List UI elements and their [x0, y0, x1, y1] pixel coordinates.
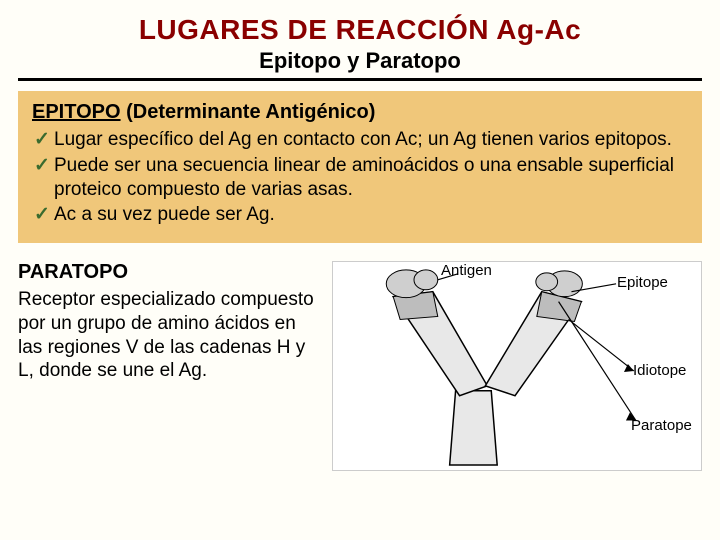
- epitopo-paren: (Determinante Antigénico): [121, 101, 376, 123]
- label-paratope: Paratope: [631, 417, 692, 434]
- epitopo-box: EPITOPO (Determinante Antigénico) ✓Lugar…: [18, 91, 702, 243]
- antibody-diagram: Antigen Epitope Idiotope Paratope: [332, 261, 702, 471]
- epitopo-bullets: ✓Lugar específico del Ag en contacto con…: [32, 128, 688, 227]
- paratopo-block: PARATOPO Receptor especializado compuest…: [18, 261, 318, 471]
- bullet-text: Ac a su vez puede ser Ag.: [54, 204, 275, 225]
- label-epitope: Epitope: [617, 274, 668, 291]
- paratope-leader: [559, 302, 636, 421]
- check-icon: ✓: [34, 154, 50, 178]
- label-antigen: Antigen: [441, 262, 492, 279]
- epitopo-label: EPITOPO: [32, 101, 121, 123]
- antibody-stem: [450, 391, 498, 465]
- page-title: LUGARES DE REACCIÓN Ag-Ac: [0, 0, 720, 46]
- list-item: ✓Ac a su vez puede ser Ag.: [32, 203, 688, 227]
- idiotope-leader: [569, 319, 634, 371]
- bullet-text: Puede ser una secuencia linear de aminoá…: [54, 155, 674, 200]
- title-rule: [18, 78, 702, 81]
- check-icon: ✓: [34, 203, 50, 227]
- paratopo-text: Receptor especializado compuesto por un …: [18, 288, 318, 383]
- list-item: ✓Puede ser una secuencia linear de amino…: [32, 154, 688, 202]
- check-icon: ✓: [34, 128, 50, 152]
- epitopo-heading: EPITOPO (Determinante Antigénico): [32, 101, 688, 124]
- page-subtitle: Epitopo y Paratopo: [0, 48, 720, 74]
- list-item: ✓Lugar específico del Ag en contacto con…: [32, 128, 688, 152]
- bullet-text: Lugar específico del Ag en contacto con …: [54, 129, 672, 150]
- paratopo-heading: PARATOPO: [18, 261, 318, 284]
- label-idiotope: Idiotope: [633, 362, 686, 379]
